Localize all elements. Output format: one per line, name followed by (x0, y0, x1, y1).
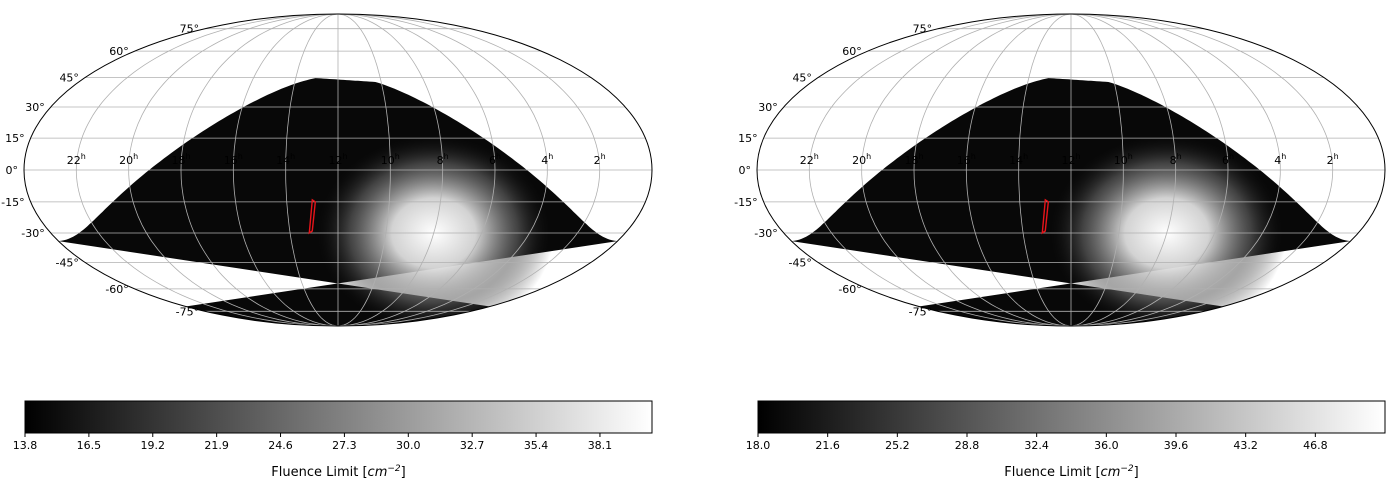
colorbar-tick-label: 21.6 (815, 439, 840, 452)
colorbar-tick-label: 13.8 (13, 439, 38, 452)
colorbar (24, 400, 653, 434)
dec-tick-label: -45° (55, 256, 78, 269)
grid-meridian (337, 14, 601, 326)
colorbar-tick-label: 35.4 (524, 439, 549, 452)
colorbar-tick-label: 24.6 (268, 439, 293, 452)
dec-tick-label: 75° (913, 23, 933, 36)
colorbar-tick-label: 28.8 (955, 439, 980, 452)
grid-meridian (180, 14, 339, 326)
dec-tick-label: 30° (758, 101, 778, 114)
dec-tick-label: 60° (842, 45, 862, 58)
colorbar-tick-label: 32.7 (460, 439, 485, 452)
dec-tick-label: 30° (25, 101, 45, 114)
colorbar-tick-label: 32.4 (1024, 439, 1049, 452)
grid-meridian (75, 14, 339, 326)
grid-meridian (1070, 14, 1124, 326)
dec-tick-label: 15° (738, 132, 758, 145)
source-marker (308, 198, 317, 235)
dec-tick-label: -15° (734, 196, 757, 209)
grid-meridian (128, 14, 339, 326)
grid-meridian (285, 14, 339, 326)
grid-meridian (337, 14, 391, 326)
dec-tick-label: -60° (105, 283, 128, 296)
colorbar-tick-label: 46.8 (1303, 439, 1328, 452)
colorbar-tick-label: 19.2 (141, 439, 166, 452)
colorbar-tick-label: 38.1 (588, 439, 613, 452)
dec-tick-label: -30° (754, 227, 777, 240)
sky-outline (23, 13, 653, 327)
colorbar-label: Fluence Limit [cm−2] (271, 464, 405, 480)
dec-tick-label: -60° (838, 283, 861, 296)
colorbar-tick-label: 18.0 (746, 439, 771, 452)
grid-meridian (808, 14, 1072, 326)
dec-tick-label: 15° (5, 132, 25, 145)
dec-tick-label: -45° (788, 256, 811, 269)
grid-meridian (337, 14, 548, 326)
dec-tick-label: 0° (739, 164, 752, 177)
colorbar-tick-label: 43.2 (1233, 439, 1258, 452)
grid-meridian (1070, 14, 1229, 326)
dec-tick-label: -75° (909, 305, 932, 318)
dec-tick-label: -75° (176, 305, 199, 318)
grid-meridian (913, 14, 1072, 326)
dec-tick-label: 75° (180, 23, 200, 36)
grid-meridian (965, 14, 1072, 326)
colorbar-tick-label: 30.0 (396, 439, 421, 452)
dec-tick-label: 45° (792, 72, 812, 85)
dec-tick-label: 45° (59, 72, 79, 85)
source-marker (1041, 198, 1050, 235)
colorbar-tick-label: 39.6 (1164, 439, 1189, 452)
sky-outline (756, 13, 1386, 327)
dec-tick-label: -30° (21, 227, 44, 240)
dec-tick-label: -15° (1, 196, 24, 209)
sky-map-panel-left: 22h 20h 18h 16h 14h 12h 10h 8h 6h 4h 2h75°60°45°30… (1, 13, 653, 480)
grid-meridian (861, 14, 1072, 326)
colorbar-tick-label: 16.5 (77, 439, 102, 452)
sky-map-panel-right: 22h 20h 18h 16h 14h 12h 10h 8h 6h 4h 2h75°60°45°30… (734, 13, 1386, 480)
colorbar-tick-label: 21.9 (204, 439, 229, 452)
grid-meridian (1070, 14, 1281, 326)
grid-meridian (1018, 14, 1072, 326)
colorbar-label: Fluence Limit [cm−2] (1004, 464, 1138, 480)
colorbar-tick-label: 36.0 (1094, 439, 1119, 452)
dec-tick-label: 0° (6, 164, 19, 177)
grid-meridian (337, 14, 496, 326)
colorbar-tick-label: 25.2 (885, 439, 910, 452)
colorbar (757, 400, 1386, 434)
dec-tick-label: 60° (109, 45, 129, 58)
grid-meridian (1070, 14, 1334, 326)
colorbar-tick-label: 27.3 (332, 439, 357, 452)
grid-meridian (337, 14, 444, 326)
grid-meridian (1070, 14, 1177, 326)
grid-meridian (232, 14, 339, 326)
